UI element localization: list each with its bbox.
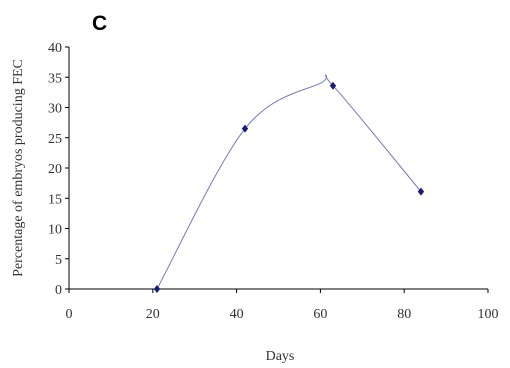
y-axis-title-group: Percentage of embryos producing FEC: [11, 59, 26, 277]
y-axis-title: Percentage of embryos producing FEC: [11, 59, 26, 277]
panel-label: C: [92, 12, 107, 35]
y-ticks: 0 5 10 15 20 25 30 35 40: [48, 41, 69, 298]
x-tick-label: 100: [478, 307, 499, 322]
trend-curve: [156, 74, 422, 290]
x-tick-label: 60: [313, 307, 327, 322]
x-tick-label: 20: [146, 307, 160, 322]
x-tick-label: 40: [230, 307, 244, 322]
y-tick-label: 0: [55, 283, 62, 298]
x-ticks: 0 20 40 60 80 100: [66, 289, 499, 322]
data-point-marker: [153, 285, 161, 293]
data-point-marker: [417, 187, 425, 196]
y-tick-label: 30: [48, 102, 62, 117]
y-tick-label: 5: [55, 253, 62, 268]
y-tick-label: 40: [48, 41, 62, 56]
data-point-marker: [241, 124, 249, 133]
x-tick-label: 0: [66, 307, 73, 322]
y-tick-label: 25: [48, 132, 62, 147]
y-tick-label: 15: [48, 192, 62, 207]
y-tick-label: 10: [48, 223, 62, 238]
y-tick-label: 20: [48, 162, 62, 177]
y-tick-label: 35: [48, 71, 62, 86]
x-axis-title: Days: [266, 349, 295, 364]
data-point-marker: [329, 81, 337, 90]
x-tick-label: 80: [397, 307, 411, 322]
series-layer: [153, 74, 425, 293]
